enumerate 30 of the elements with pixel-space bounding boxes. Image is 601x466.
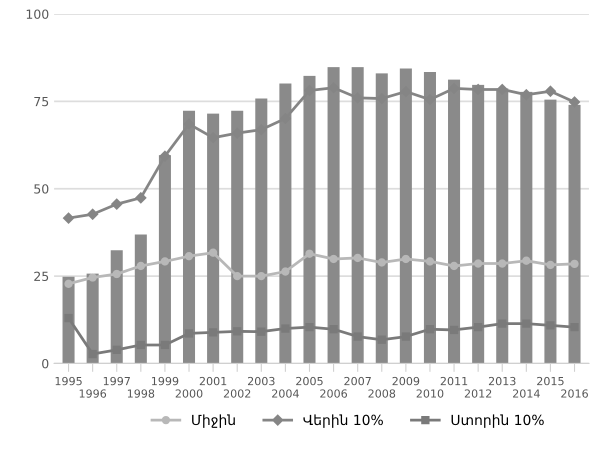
legend-label: Ստորին 10% (452, 414, 544, 428)
x-tick-label: 2007 (344, 376, 371, 386)
x-tick-label: 2009 (392, 376, 420, 386)
x-tick-label: 1998 (128, 389, 154, 398)
x-tick-label: 2012 (464, 389, 492, 398)
y-tick-label: 25 (34, 272, 48, 282)
x-tick-label: 2004 (272, 389, 299, 398)
x-tick-label: 1999 (152, 376, 178, 386)
x-tick-label: 2013 (488, 376, 516, 386)
x-tick-label: 1995 (56, 376, 82, 386)
legend-label: Միջին (192, 414, 235, 428)
y-tick-label: 75 (34, 96, 48, 106)
x-tick-label: 2006 (320, 389, 348, 398)
x-tick-label: 2001 (200, 376, 226, 386)
x-tick-label: 2005 (296, 376, 323, 386)
x-tick-label: 2002 (224, 389, 250, 398)
y-tick-label: 50 (34, 184, 48, 194)
x-tick-label: 2000 (176, 389, 202, 398)
y-tick-label: 0 (42, 358, 48, 368)
x-tick-label: 2008 (368, 389, 396, 398)
x-tick-label: 1996 (80, 389, 106, 398)
x-tick-label: 2016 (561, 389, 588, 398)
x-tick-label: 2014 (513, 389, 540, 398)
x-tick-label: 2003 (248, 376, 275, 386)
y-tick-label: 100 (26, 9, 48, 19)
x-tick-label: 1997 (104, 376, 130, 386)
x-tick-label: 2011 (440, 376, 468, 386)
x-tick-label: 2015 (537, 376, 564, 386)
x-tick-label: 2010 (416, 389, 444, 398)
legend-label: Վերին 10% (303, 414, 383, 428)
